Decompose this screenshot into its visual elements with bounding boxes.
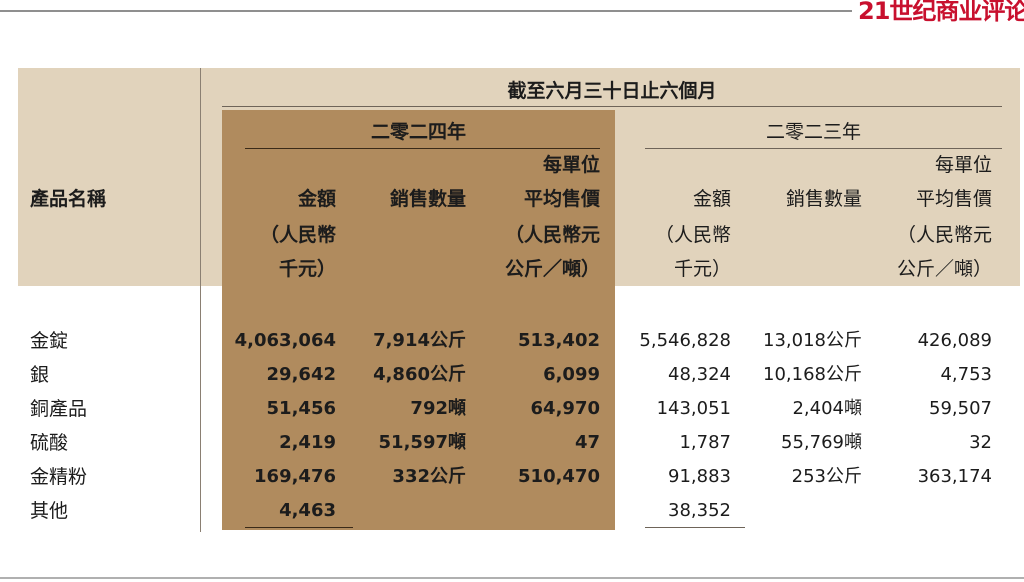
amount-header-2024-l3: 千元） xyxy=(278,258,336,280)
row-3-price-2024: 47 xyxy=(574,432,600,453)
row-4-amt-2024: 169,476 xyxy=(254,466,336,487)
row-2-amt-2023: 143,051 xyxy=(656,398,731,419)
price-header-2023-l3: （人民幣元 xyxy=(896,224,992,246)
row-0-price-2023: 426,089 xyxy=(917,330,992,351)
period-title: 截至六月三十日止六個月 xyxy=(507,80,717,102)
year-2023-label: 二零二三年 xyxy=(765,121,861,143)
row-2-name: 銅產品 xyxy=(30,398,88,420)
row-3-qty-2024: 51,597噸 xyxy=(378,432,466,453)
price-header-2024-l4: 公斤／噸） xyxy=(504,258,600,280)
price-header-2024-l3: （人民幣元 xyxy=(504,224,600,246)
row-4-qty-2024: 332公斤 xyxy=(392,466,466,487)
quantity-header-2024: 銷售數量 xyxy=(389,188,466,210)
bottom-divider xyxy=(0,577,1024,579)
row-1-qty-2023: 10,168公斤 xyxy=(763,364,862,385)
row-4-price-2024: 510,470 xyxy=(518,466,600,487)
footer-rule-2024 xyxy=(245,527,353,528)
period-rule xyxy=(222,106,1002,107)
year-2024-rule xyxy=(245,148,600,149)
amount-header-2023-l2: （人民幣 xyxy=(654,224,731,246)
row-0-amt-2023: 5,546,828 xyxy=(639,330,731,351)
row-1-price-2023: 4,753 xyxy=(940,364,992,385)
brand-logo-text: 21世纪商业评论 xyxy=(858,0,1024,25)
year-2024-label: 二零二四年 xyxy=(370,121,466,143)
row-0-price-2024: 513,402 xyxy=(518,330,600,351)
price-header-2023-l4: 公斤／噸） xyxy=(896,258,992,280)
row-3-price-2023: 32 xyxy=(969,432,992,453)
row-0-name: 金錠 xyxy=(30,330,69,352)
row-2-price-2024: 64,970 xyxy=(530,398,600,419)
footer-rule-2023 xyxy=(645,527,745,528)
row-1-price-2024: 6,099 xyxy=(543,364,600,385)
row-2-qty-2023: 2,404噸 xyxy=(792,398,862,419)
row-4-name: 金精粉 xyxy=(30,466,88,488)
price-header-2024-l1: 每單位 xyxy=(542,154,600,176)
amount-header-2024-l2: （人民幣 xyxy=(259,224,336,246)
row-1-qty-2024: 4,860公斤 xyxy=(373,364,466,385)
row-1-amt-2023: 48,324 xyxy=(668,364,731,385)
product-name-header: 產品名稱 xyxy=(30,188,107,210)
row-4-price-2023: 363,174 xyxy=(917,466,992,487)
row-0-qty-2023: 13,018公斤 xyxy=(763,330,862,351)
row-3-amt-2023: 1,787 xyxy=(679,432,731,453)
row-3-amt-2024: 2,419 xyxy=(279,432,336,453)
row-2-amt-2024: 51,456 xyxy=(266,398,336,419)
row-5-amt-2024: 4,463 xyxy=(279,500,336,521)
column-separator xyxy=(200,68,201,532)
amount-header-2024-l1: 金額 xyxy=(297,188,336,210)
year-2023-rule xyxy=(645,148,1002,149)
top-divider xyxy=(0,10,852,12)
row-5-amt-2023: 38,352 xyxy=(668,500,731,521)
row-4-amt-2023: 91,883 xyxy=(668,466,731,487)
amount-header-2023-l3: 千元） xyxy=(673,258,731,280)
row-2-price-2023: 59,507 xyxy=(929,398,992,419)
price-header-2023-l1: 每單位 xyxy=(934,154,992,176)
price-header-2023-l2: 平均售價 xyxy=(915,188,992,210)
row-0-qty-2024: 7,914公斤 xyxy=(373,330,466,351)
amount-header-2023-l1: 金額 xyxy=(692,188,731,210)
quantity-header-2023: 銷售數量 xyxy=(785,188,862,210)
price-header-2024-l2: 平均售價 xyxy=(523,188,600,210)
row-1-amt-2024: 29,642 xyxy=(266,364,336,385)
row-2-qty-2024: 792噸 xyxy=(410,398,466,419)
row-0-amt-2024: 4,063,064 xyxy=(234,330,336,351)
row-1-name: 銀 xyxy=(30,364,50,386)
row-3-qty-2023: 55,769噸 xyxy=(781,432,862,453)
row-4-qty-2023: 253公斤 xyxy=(791,466,862,487)
row-3-name: 硫酸 xyxy=(30,432,69,454)
row-5-name: 其他 xyxy=(30,500,69,522)
highlight-2024-column xyxy=(222,110,615,530)
